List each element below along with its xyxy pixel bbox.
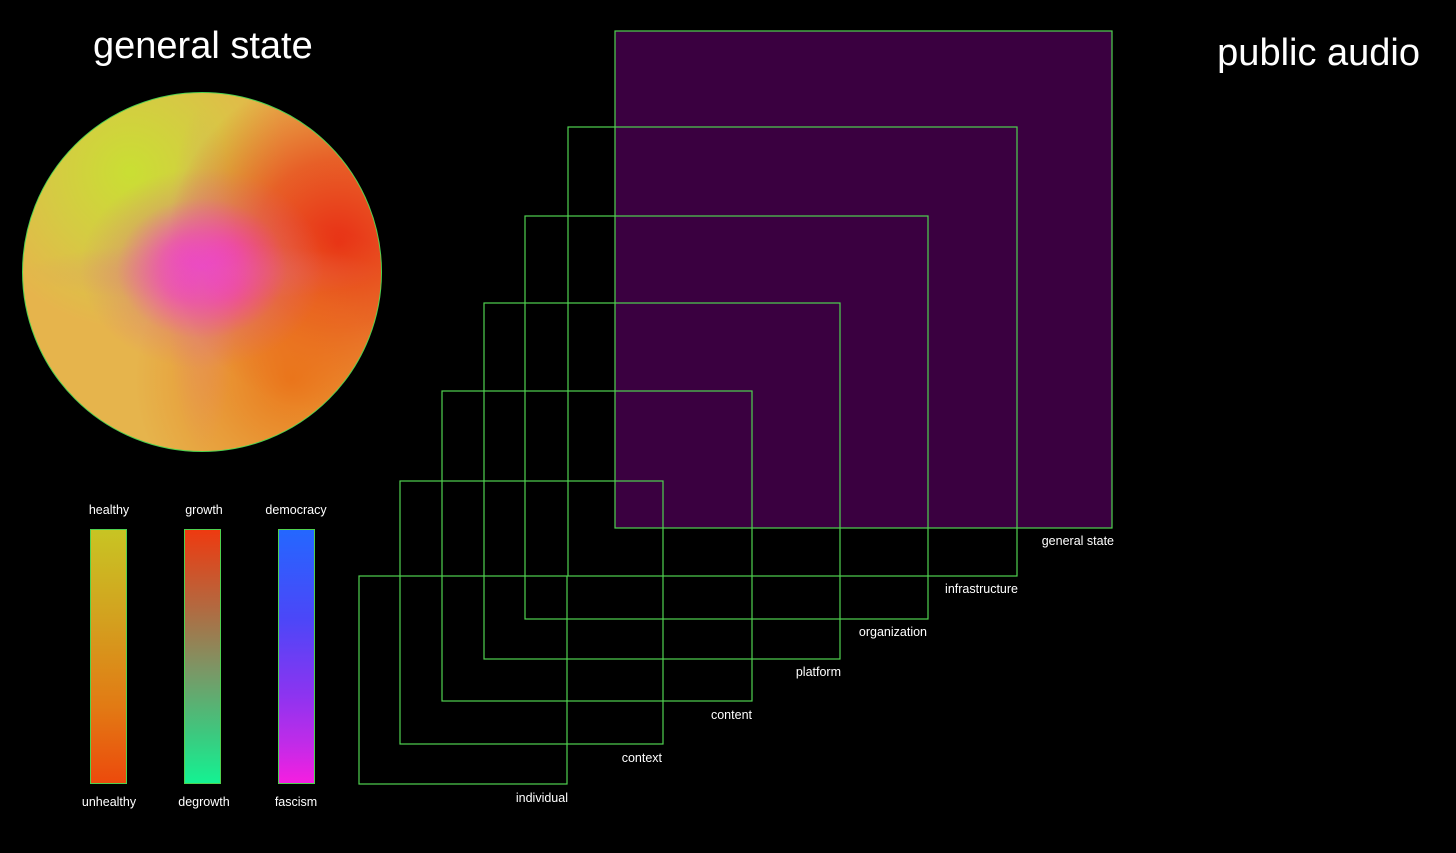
layer-label-context: context — [621, 751, 662, 765]
layer-box-general-state — [614, 30, 1113, 529]
general-state-orb — [22, 92, 382, 452]
public-audio-title: public audio — [1217, 32, 1420, 74]
general-state-title: general state — [93, 25, 313, 67]
growth-scale-bar — [184, 529, 221, 784]
layer-label-organization: organization — [858, 625, 927, 639]
democracy-label: democracy — [265, 503, 327, 517]
degrowth-label: degrowth — [178, 795, 230, 809]
layer-label-content: content — [710, 708, 752, 722]
growth-label: growth — [185, 503, 223, 517]
democracy-scale-bar — [278, 529, 315, 784]
fascism-label: fascism — [274, 795, 318, 809]
layer-box-organization — [524, 215, 929, 620]
layer-label-platform: platform — [795, 665, 841, 679]
layer-label-general-state: general state — [1041, 534, 1114, 548]
layer-box-context — [399, 480, 664, 745]
layer-box-infrastructure — [567, 126, 1018, 577]
layer-label-individual: individual — [515, 791, 568, 805]
unhealthy-label: unhealthy — [81, 795, 137, 809]
layer-label-infrastructure: infrastructure — [945, 582, 1018, 596]
healthy-label: healthy — [88, 503, 130, 517]
layer-box-content — [441, 390, 753, 702]
layer-box-individual — [358, 575, 568, 785]
health-scale-bar — [90, 529, 127, 784]
